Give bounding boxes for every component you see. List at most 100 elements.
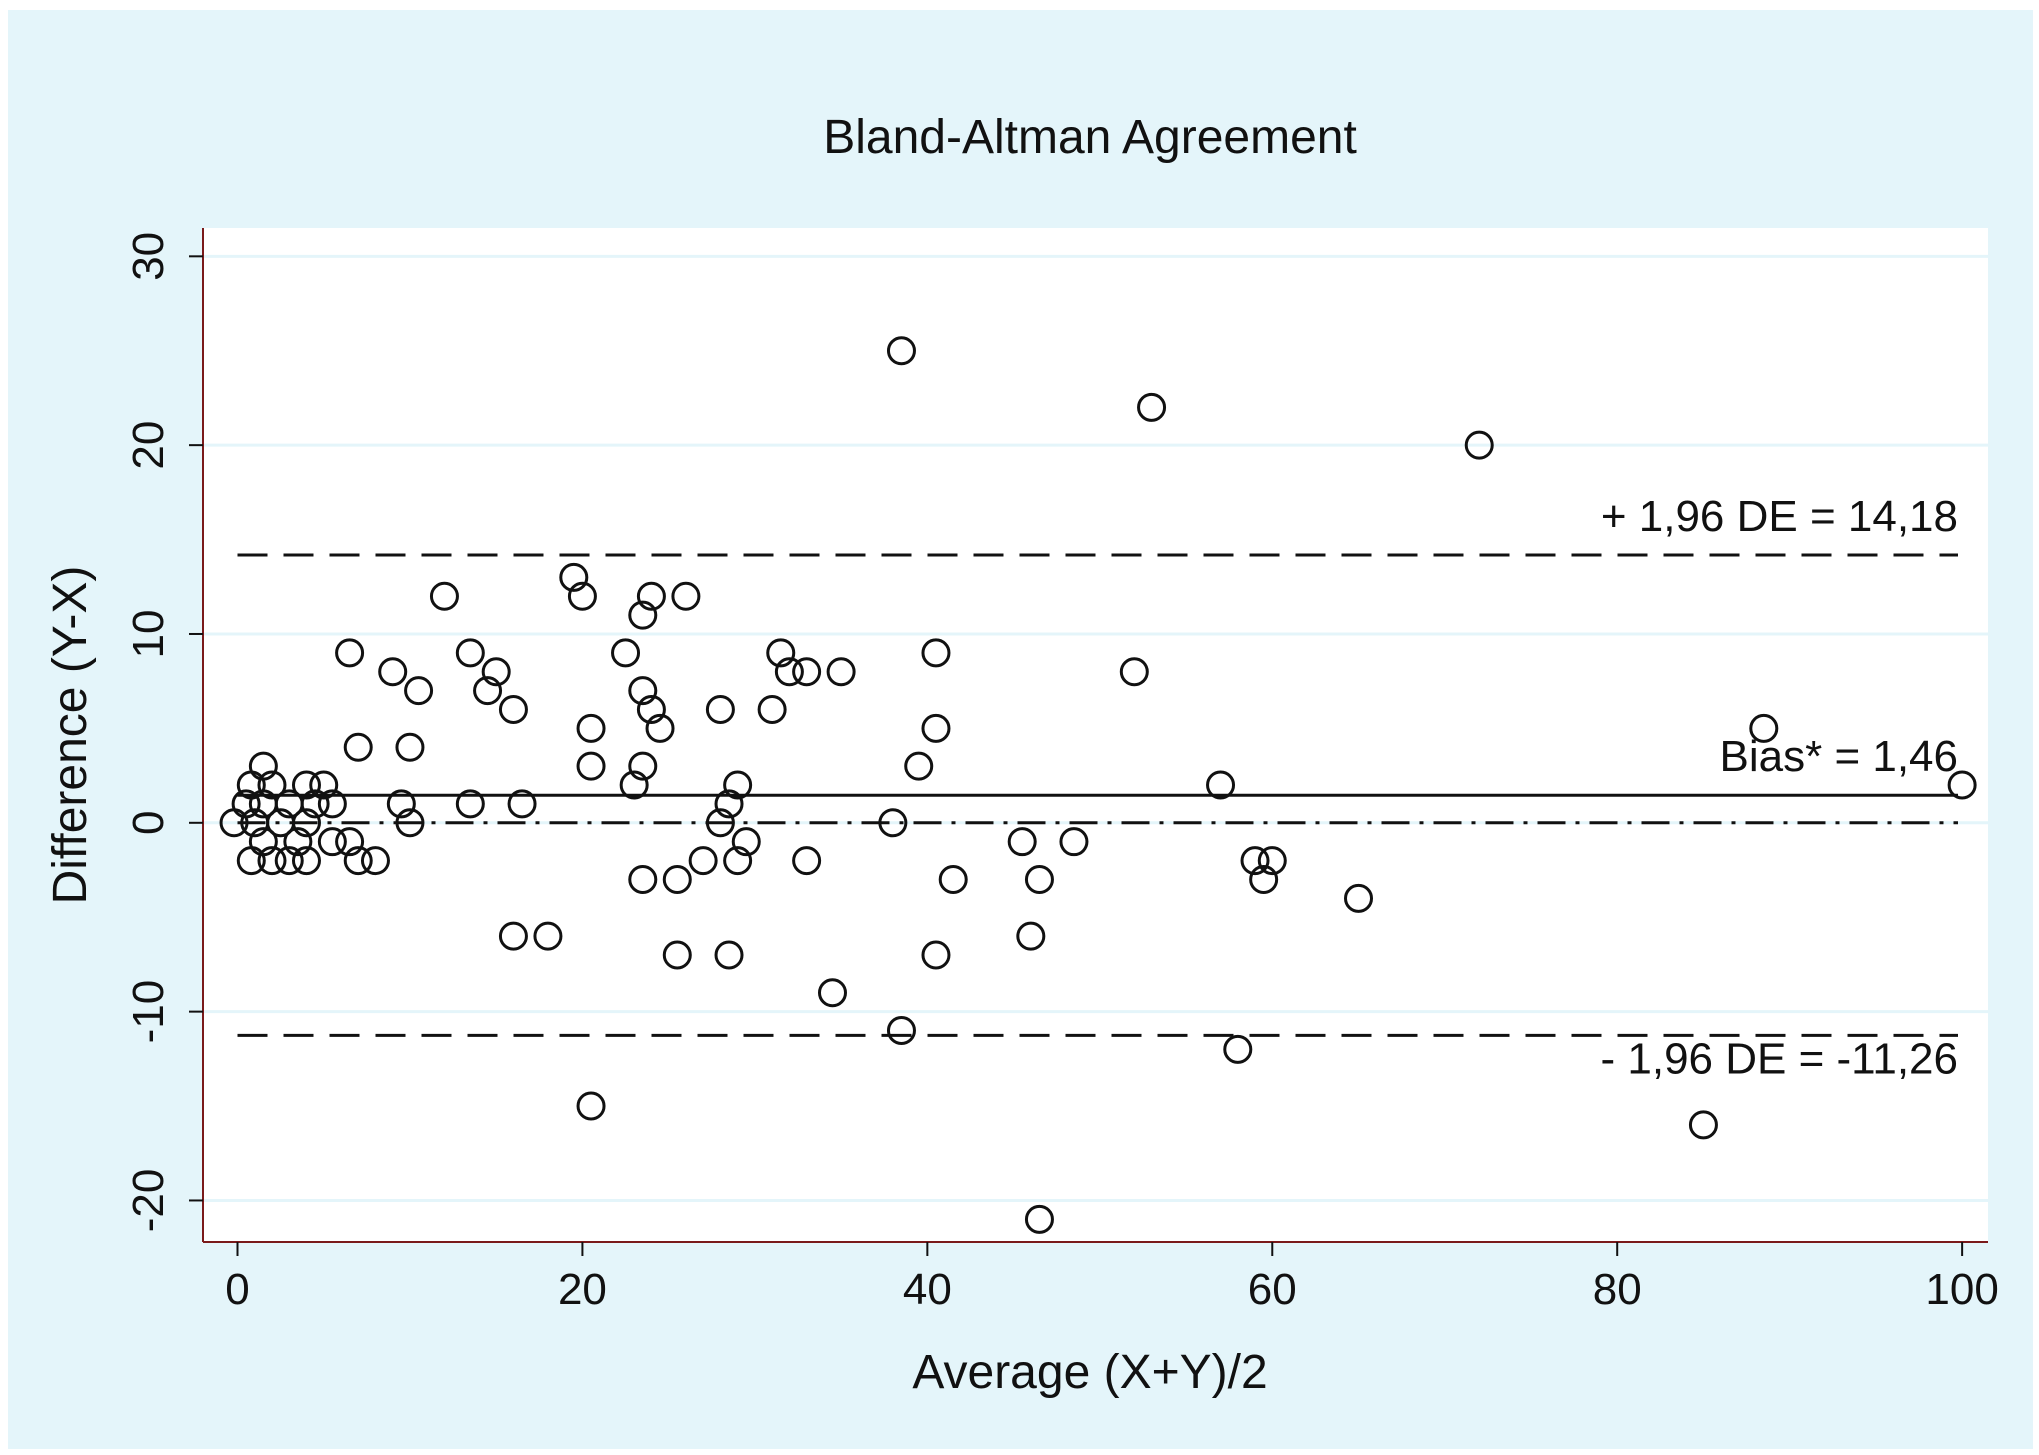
data-point — [757, 695, 787, 725]
reference-line-label: - 1,96 DE = -11,26 — [1601, 1034, 1959, 1083]
data-point — [335, 827, 365, 857]
x-axis-title: Average (X+Y)/2 — [912, 1346, 1267, 1399]
data-points — [219, 336, 1977, 1234]
data-point — [343, 846, 373, 876]
data-point — [1249, 864, 1279, 894]
y-tick-label: 10 — [124, 610, 173, 659]
x-tick-label: 20 — [558, 1265, 607, 1314]
data-point — [628, 600, 658, 630]
data-point — [533, 921, 563, 951]
data-point — [1749, 713, 1779, 743]
data-point — [576, 751, 606, 781]
data-point — [714, 940, 744, 970]
data-point — [1947, 770, 1977, 800]
data-point — [1257, 846, 1287, 876]
data-point — [309, 770, 339, 800]
data-point — [645, 713, 675, 743]
data-point — [257, 846, 287, 876]
data-point — [1119, 657, 1149, 687]
data-point — [1344, 883, 1374, 913]
data-point — [611, 638, 641, 668]
y-axis-title: Difference (Y-X) — [44, 566, 97, 905]
data-point — [395, 732, 425, 762]
data-point — [498, 695, 528, 725]
data-point — [688, 846, 718, 876]
data-point — [731, 827, 761, 857]
data-point — [283, 827, 313, 857]
data-point — [291, 808, 321, 838]
data-point — [1024, 1204, 1054, 1234]
data-point — [662, 864, 692, 894]
data-point — [335, 638, 365, 668]
scatter-chart: Bland-Altman Agreement 0 20 40 60 80 100 -20-… — [44, 111, 1999, 1399]
chart-title: Bland-Altman Agreement — [823, 111, 1357, 164]
chart-figure: Bland-Altman Agreement 0 20 40 60 80 100 -20-… — [8, 10, 2033, 1449]
data-point — [878, 808, 908, 838]
data-point — [1206, 770, 1236, 800]
data-point — [705, 695, 735, 725]
data-point — [636, 581, 666, 611]
data-point — [291, 846, 321, 876]
x-tick-label: 60 — [1248, 1265, 1297, 1314]
data-point — [671, 581, 701, 611]
data-point — [766, 638, 796, 668]
data-point — [886, 336, 916, 366]
data-point — [938, 864, 968, 894]
x-tick-label: 0 — [225, 1265, 249, 1314]
data-point — [343, 732, 373, 762]
data-point — [576, 713, 606, 743]
data-point — [455, 638, 485, 668]
data-point — [1137, 392, 1167, 422]
y-tick-label: -10 — [124, 980, 173, 1044]
data-point — [628, 676, 658, 706]
data-point — [1464, 430, 1494, 460]
reference-line-labels: + 1,96 DE = 14,18 Bias* = 1,46 - 1,96 DE =… — [1601, 492, 1959, 1083]
data-point — [1007, 827, 1037, 857]
reference-lines — [237, 553, 1958, 1037]
data-point — [257, 770, 287, 800]
reference-line-label: + 1,96 DE = 14,18 — [1601, 492, 1958, 541]
data-point — [714, 789, 744, 819]
data-point — [628, 864, 658, 894]
y-tick-label: -20 — [124, 1169, 173, 1233]
data-point — [317, 827, 347, 857]
data-point — [317, 789, 347, 819]
y-tick-label: 30 — [124, 232, 173, 281]
data-point — [723, 846, 753, 876]
data-point — [628, 751, 658, 781]
data-point — [498, 921, 528, 951]
data-point — [274, 846, 304, 876]
data-point — [1223, 1034, 1253, 1064]
data-point — [1059, 827, 1089, 857]
data-point — [300, 789, 330, 819]
data-point — [378, 657, 408, 687]
data-point — [921, 713, 951, 743]
data-point — [705, 808, 735, 838]
data-point — [395, 808, 425, 838]
data-point — [1688, 1110, 1718, 1140]
reference-line-label: Bias* = 1,46 — [1720, 732, 1959, 781]
data-point — [817, 978, 847, 1008]
data-point — [792, 846, 822, 876]
data-point — [1024, 864, 1054, 894]
data-point — [723, 770, 753, 800]
data-point — [921, 638, 951, 668]
data-point — [429, 581, 459, 611]
data-point — [619, 770, 649, 800]
data-point — [360, 846, 390, 876]
data-point — [636, 695, 666, 725]
data-point — [1240, 846, 1270, 876]
data-point — [792, 657, 822, 687]
data-point — [219, 808, 249, 838]
data-point — [774, 657, 804, 687]
y-tick-label: 20 — [124, 421, 173, 470]
data-point — [455, 789, 485, 819]
data-point — [662, 940, 692, 970]
y-axis-ticks: -20 -10 0 10 20 30 — [124, 232, 203, 1232]
x-tick-label: 40 — [903, 1265, 952, 1314]
y-tick-label: 0 — [124, 811, 173, 835]
data-point — [826, 657, 856, 687]
data-point — [921, 940, 951, 970]
x-tick-label: 80 — [1593, 1265, 1642, 1314]
x-axis-ticks: 0 20 40 60 80 100 — [225, 1242, 1999, 1314]
